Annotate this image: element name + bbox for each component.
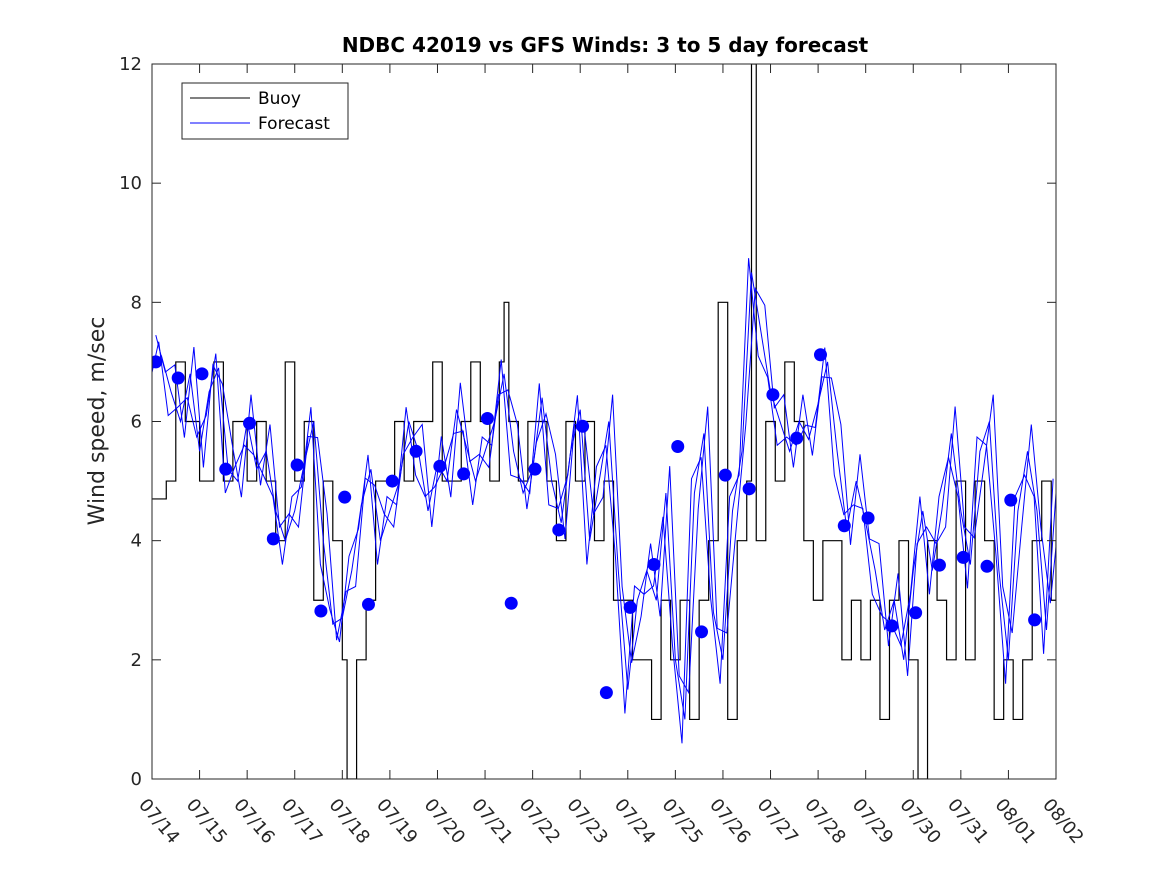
forecast-point — [813, 348, 827, 362]
forecast-point — [718, 468, 732, 482]
y-tick-label: 2 — [131, 650, 142, 671]
forecast-point — [909, 606, 923, 620]
forecast-point — [504, 596, 518, 610]
forecast-point — [433, 459, 447, 473]
forecast-point — [171, 371, 185, 385]
forecast-point — [861, 511, 875, 525]
legend-box — [181, 82, 349, 140]
forecast-point — [219, 462, 233, 476]
y-tick-label: 6 — [131, 412, 142, 433]
forecast-point — [457, 467, 471, 481]
forecast-point — [1028, 613, 1042, 627]
forecast-point — [599, 686, 613, 700]
legend-buoy-label: Buoy — [258, 89, 301, 109]
chart-title: NDBC 42019 vs GFS Winds: 3 to 5 day fore… — [342, 33, 869, 57]
forecast-point — [647, 558, 661, 571]
forecast-point — [623, 600, 637, 614]
series-line-forecast-0 — [152, 272, 1056, 720]
forecast-point — [790, 431, 804, 445]
forecast-point — [766, 388, 780, 402]
forecast-point — [152, 355, 163, 369]
forecast-point — [409, 444, 423, 458]
series-line-forecast-2 — [152, 258, 1054, 744]
plot-area — [152, 64, 1056, 779]
forecast-point — [314, 604, 328, 618]
forecast-point — [243, 416, 257, 430]
forecast-point — [932, 558, 946, 572]
series-line-forecast-1 — [155, 286, 1056, 695]
forecast-point — [361, 597, 375, 611]
forecast-point — [480, 412, 494, 426]
forecast-point — [195, 367, 209, 381]
legend: Buoy Forecast — [181, 82, 349, 140]
forecast-point — [528, 462, 542, 476]
forecast-point — [266, 532, 280, 546]
forecast-point — [837, 519, 851, 533]
series-line-buoy — [152, 64, 1056, 779]
forecast-point — [956, 550, 970, 564]
forecast-point — [576, 419, 590, 433]
forecast-point — [338, 490, 352, 504]
y-tick-label: 0 — [131, 769, 142, 790]
y-tick-label: 8 — [131, 292, 142, 313]
legend-forecast-label: Forecast — [258, 114, 330, 134]
forecast-point — [742, 482, 756, 496]
forecast-point — [290, 458, 304, 472]
forecast-point — [671, 440, 685, 454]
forecast-point — [552, 523, 566, 537]
y-tick-label: 4 — [131, 531, 142, 552]
plot-series — [152, 64, 1056, 779]
forecast-point — [980, 559, 994, 573]
y-tick-label: 12 — [119, 54, 142, 75]
forecast-point — [695, 625, 709, 639]
y-tick-label: 10 — [119, 173, 142, 194]
forecast-point — [885, 619, 899, 633]
y-axis-label: Wind speed, m/sec — [85, 317, 110, 526]
forecast-point — [1004, 493, 1018, 507]
forecast-point — [385, 474, 399, 488]
